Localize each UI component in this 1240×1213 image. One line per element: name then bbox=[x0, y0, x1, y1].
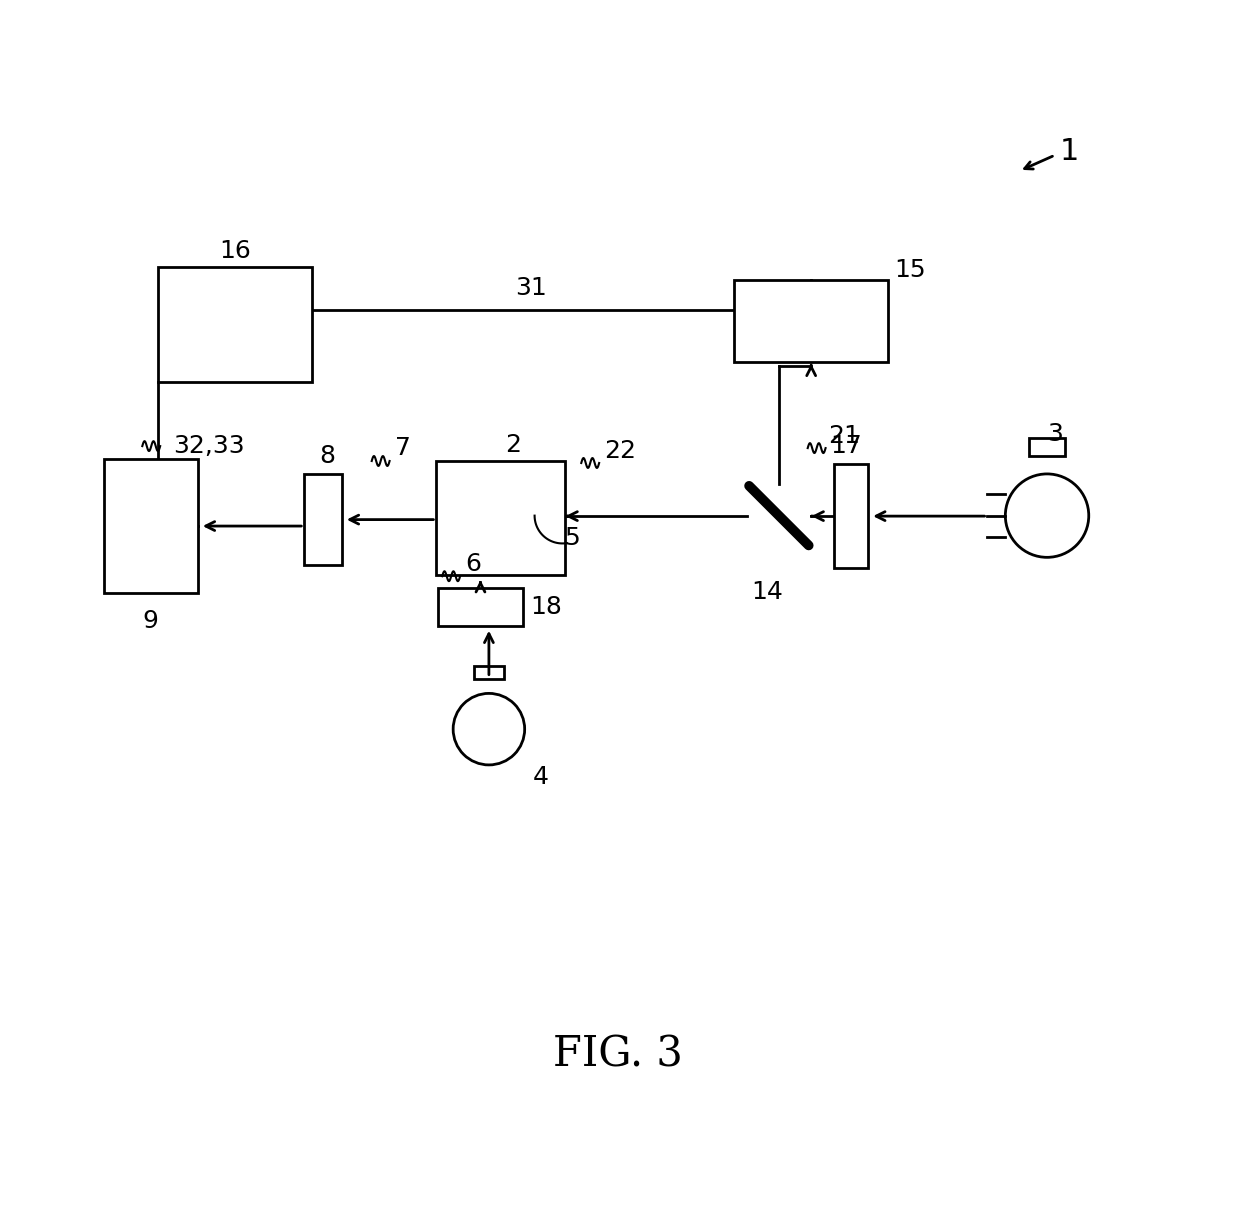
Circle shape bbox=[1006, 474, 1089, 557]
Text: 32,33: 32,33 bbox=[174, 434, 244, 459]
Text: 8: 8 bbox=[319, 444, 335, 468]
Text: 4: 4 bbox=[533, 765, 548, 788]
Text: 17: 17 bbox=[830, 434, 862, 459]
Text: 18: 18 bbox=[531, 596, 563, 619]
Bar bbox=[833, 465, 868, 568]
Text: 22: 22 bbox=[604, 439, 636, 463]
Text: 14: 14 bbox=[751, 580, 782, 604]
Text: 2: 2 bbox=[505, 433, 521, 457]
Text: 21: 21 bbox=[828, 425, 861, 448]
Text: 9: 9 bbox=[143, 609, 159, 633]
Text: 3: 3 bbox=[1047, 422, 1063, 446]
Bar bbox=[474, 666, 503, 679]
Bar bbox=[436, 461, 565, 575]
Text: 6: 6 bbox=[465, 552, 481, 576]
Bar bbox=[438, 588, 523, 626]
Circle shape bbox=[453, 694, 525, 765]
Bar bbox=[304, 474, 342, 565]
Bar bbox=[734, 280, 888, 361]
Bar bbox=[1029, 438, 1065, 456]
Text: 31: 31 bbox=[515, 277, 547, 300]
Text: FIG. 3: FIG. 3 bbox=[553, 1033, 683, 1076]
Text: 1: 1 bbox=[1059, 137, 1079, 166]
Text: 16: 16 bbox=[219, 239, 250, 263]
Bar bbox=[104, 459, 198, 593]
Text: 5: 5 bbox=[564, 526, 580, 551]
Text: 7: 7 bbox=[394, 437, 410, 460]
Bar bbox=[159, 267, 312, 382]
Text: 15: 15 bbox=[894, 258, 926, 283]
